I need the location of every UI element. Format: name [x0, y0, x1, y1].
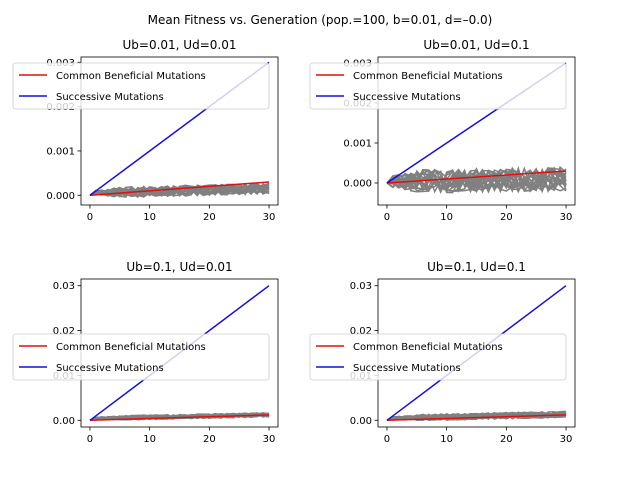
x-tick-label: 20 — [203, 212, 216, 223]
axes-frame — [80, 56, 279, 206]
replicate-line — [89, 184, 270, 198]
subplot-title: Ub=0.01, Ud=0.01 — [123, 38, 237, 52]
common-beneficial-line — [386, 414, 567, 422]
x-tick-label: 20 — [203, 434, 216, 445]
y-tick-label: 0.00 — [350, 416, 372, 427]
y-tick-label: 0.001 — [343, 139, 372, 150]
legend-label-common: Common Beneficial Mutations — [56, 71, 206, 82]
x-tick-label: 10 — [143, 212, 156, 223]
axes-frame — [377, 56, 576, 206]
plot-area — [386, 62, 567, 195]
replicate-line — [386, 166, 567, 193]
x-tick-label: 0 — [87, 434, 93, 445]
legend-box — [309, 62, 567, 110]
legend-label-common: Common Beneficial Mutations — [353, 71, 503, 82]
legend-box — [12, 62, 270, 110]
legend: Common Beneficial Mutations Successive Mu… — [12, 333, 270, 381]
x-tick-label: 0 — [384, 212, 390, 223]
legend: Common Beneficial Mutations Successive Mu… — [309, 62, 567, 110]
x-tick-label: 10 — [143, 434, 156, 445]
legend-label-successive: Successive Mutations — [353, 363, 461, 374]
subplot-title: Ub=0.01, Ud=0.1 — [423, 38, 529, 52]
y-tick-label: 0.03 — [350, 281, 372, 292]
common-beneficial-line — [89, 181, 270, 197]
x-tick-label: 30 — [560, 212, 573, 223]
legend-label-successive: Successive Mutations — [353, 92, 461, 103]
y-tick-label: 0.00 — [53, 416, 75, 427]
replicate-line — [89, 184, 270, 197]
common-beneficial-line — [386, 170, 567, 184]
x-tick-label: 10 — [440, 212, 453, 223]
figure-title: Mean Fitness vs. Generation (pop.=100, b… — [148, 13, 493, 27]
y-tick-label: 0.000 — [46, 191, 75, 202]
legend: Common Beneficial Mutations Successive Mu… — [309, 333, 567, 381]
subplot-title: Ub=0.1, Ud=0.01 — [126, 260, 232, 274]
y-tick-label: 0.02 — [53, 326, 75, 337]
x-tick-label: 20 — [500, 434, 513, 445]
legend-box — [12, 333, 270, 381]
x-tick-label: 0 — [384, 434, 390, 445]
x-tick-label: 30 — [560, 434, 573, 445]
replicate-line — [386, 166, 567, 194]
x-tick-label: 30 — [263, 434, 276, 445]
y-tick-label: 0.03 — [53, 281, 75, 292]
legend-label-successive: Successive Mutations — [56, 92, 164, 103]
legend-label-common: Common Beneficial Mutations — [353, 342, 503, 353]
x-tick-label: 0 — [87, 212, 93, 223]
replicate-line — [386, 166, 567, 194]
y-tick-label: 0.02 — [350, 326, 372, 337]
legend: Common Beneficial Mutations Successive Mu… — [12, 62, 270, 110]
legend-label-successive: Successive Mutations — [56, 363, 164, 374]
x-tick-label: 30 — [263, 212, 276, 223]
legend-box — [309, 333, 567, 381]
common-beneficial-line — [89, 414, 270, 422]
y-tick-label: 0.000 — [343, 179, 372, 190]
replicate-line — [386, 411, 567, 421]
subplot-title: Ub=0.1, Ud=0.1 — [427, 260, 526, 274]
x-tick-label: 20 — [500, 212, 513, 223]
legend-label-common: Common Beneficial Mutations — [56, 342, 206, 353]
y-tick-label: 0.001 — [46, 146, 75, 157]
x-tick-label: 10 — [440, 434, 453, 445]
